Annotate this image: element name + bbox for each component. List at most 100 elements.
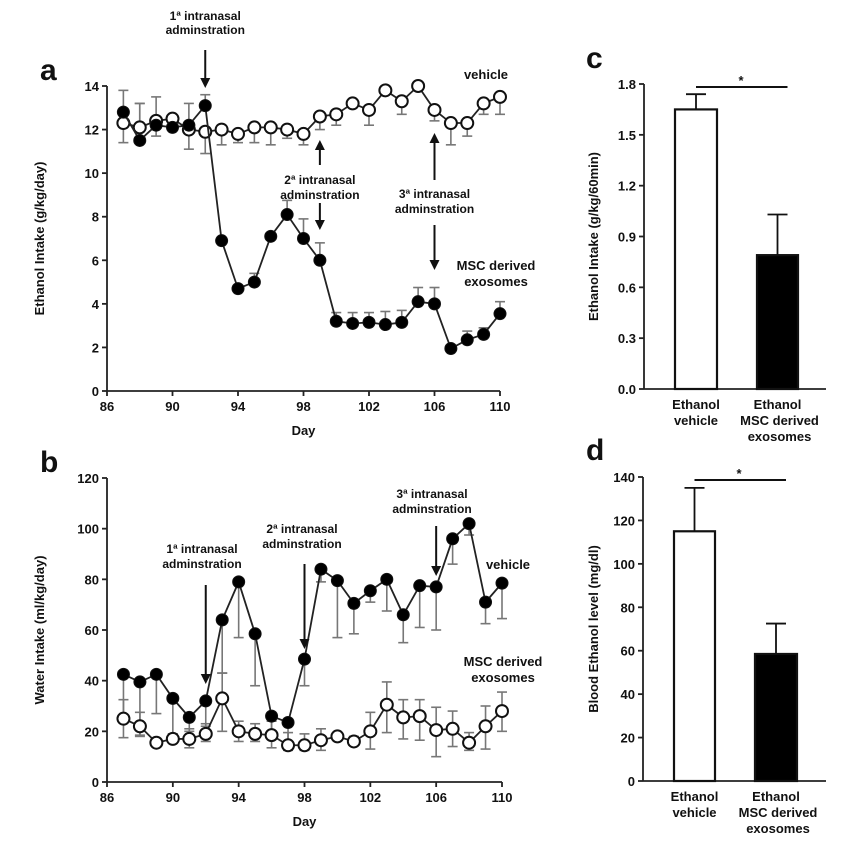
y-tick-label: 0 — [92, 384, 99, 399]
y-tick-label: 1.8 — [618, 77, 636, 92]
panel-b: b 0 20 40 60 80 100 120 Water Intake (ml/kg/day)… — [32, 446, 542, 829]
data-point — [265, 709, 279, 723]
x-tick-label: 94 — [231, 790, 246, 805]
data-point — [313, 253, 327, 267]
bar — [753, 652, 799, 783]
category-label: Ethanol — [672, 397, 720, 412]
data-point — [198, 99, 212, 113]
data-point — [363, 584, 377, 598]
data-point — [199, 694, 213, 708]
y-tick-label: 100 — [613, 557, 635, 572]
arrow-head-icon — [429, 133, 440, 143]
data-point — [394, 94, 409, 109]
data-point — [198, 726, 213, 741]
panel-c: c 0.0 0.3 0.6 0.9 1.2 1.5 1.8 Ethanol Intake (g/… — [586, 42, 826, 444]
data-point — [182, 710, 196, 724]
data-point — [346, 316, 360, 330]
data-point — [429, 723, 444, 738]
x-tick-label: 106 — [424, 399, 446, 414]
x-tick-label: 86 — [100, 399, 114, 414]
data-point — [132, 719, 147, 734]
data-point — [263, 120, 278, 135]
annotation-3-text: adminstration — [392, 502, 471, 516]
data-point — [248, 627, 262, 641]
arrow-head-icon — [314, 140, 325, 150]
data-point — [330, 729, 345, 744]
series-label-vehicle: vehicle — [486, 557, 530, 572]
data-point — [231, 282, 245, 296]
data-point — [182, 731, 197, 746]
series-label-msc: MSC derived — [457, 258, 536, 273]
category-label: MSC derived — [740, 413, 819, 428]
x-tick-label: 110 — [490, 399, 511, 414]
category-label: Ethanol — [754, 397, 802, 412]
data-point — [149, 735, 164, 750]
arrow-head-icon — [431, 566, 442, 576]
data-point — [445, 721, 460, 736]
data-point — [345, 96, 360, 111]
data-point — [362, 102, 376, 117]
x-tick-label: 102 — [358, 399, 380, 414]
panel-letter: a — [40, 54, 57, 87]
data-point — [116, 105, 130, 119]
series-label-vehicle: vehicle — [464, 67, 508, 82]
y-tick-label: 2 — [92, 340, 99, 355]
x-tick-label: 86 — [100, 790, 114, 805]
series-label-msc: exosomes — [464, 274, 528, 289]
data-point — [443, 116, 458, 131]
x-tick-label: 94 — [231, 399, 246, 414]
data-point — [314, 562, 328, 576]
data-point — [347, 596, 361, 610]
panel-letter: d — [586, 434, 604, 467]
data-point — [215, 613, 229, 627]
data-point — [149, 118, 163, 132]
data-point — [476, 96, 491, 111]
significance-marker: * — [738, 73, 744, 88]
data-point — [395, 315, 409, 329]
x-tick-label: 102 — [359, 790, 381, 805]
data-point — [264, 229, 278, 243]
series-label-msc: MSC derived — [464, 654, 543, 669]
x-tick-label: 106 — [425, 790, 447, 805]
data-point — [166, 691, 180, 705]
annotation-3-text: 3ª intranasal — [396, 487, 467, 501]
annotation-2-text: adminstration — [262, 537, 341, 551]
data-point — [396, 710, 411, 725]
data-point — [478, 719, 493, 734]
category-label: Ethanol — [671, 789, 719, 804]
annotation-1-text: adminstration — [162, 557, 241, 571]
y-tick-label: 0.3 — [618, 331, 636, 346]
data-point — [429, 580, 443, 594]
y-tick-label: 100 — [77, 522, 99, 537]
data-point — [329, 107, 344, 122]
y-tick-label: 20 — [621, 731, 635, 746]
data-point — [479, 595, 493, 609]
data-point — [346, 734, 361, 749]
x-tick-label: 110 — [492, 790, 513, 805]
data-point — [313, 733, 328, 748]
data-point — [182, 118, 196, 132]
y-tick-label: 60 — [85, 623, 99, 638]
panel-letter: b — [40, 446, 58, 479]
panel-a: a 0 2 4 6 8 10 12 14 Ethanol Intake (g/kg/day) 86 9… — [32, 9, 535, 438]
annotation-1-text: adminstration — [166, 23, 245, 37]
data-point — [264, 728, 279, 743]
y-tick-label: 80 — [621, 600, 635, 615]
significance-marker: * — [736, 466, 742, 481]
data-point — [493, 307, 507, 321]
category-label: exosomes — [748, 429, 812, 444]
data-point — [215, 691, 230, 706]
data-point — [116, 711, 131, 726]
arrow-head-icon — [299, 639, 310, 649]
annotation-2-text: 2ª intranasal — [284, 173, 355, 187]
bar — [755, 254, 800, 391]
data-point — [462, 735, 477, 750]
data-point — [165, 731, 180, 746]
y-tick-label: 120 — [77, 471, 99, 486]
y-axis-title: Water Intake (ml/kg/day) — [32, 555, 47, 704]
category-label: MSC derived — [739, 805, 818, 820]
x-tick-label: 98 — [297, 790, 311, 805]
y-tick-label: 14 — [85, 79, 100, 94]
annotation-3-text: 3ª intranasal — [399, 187, 470, 201]
